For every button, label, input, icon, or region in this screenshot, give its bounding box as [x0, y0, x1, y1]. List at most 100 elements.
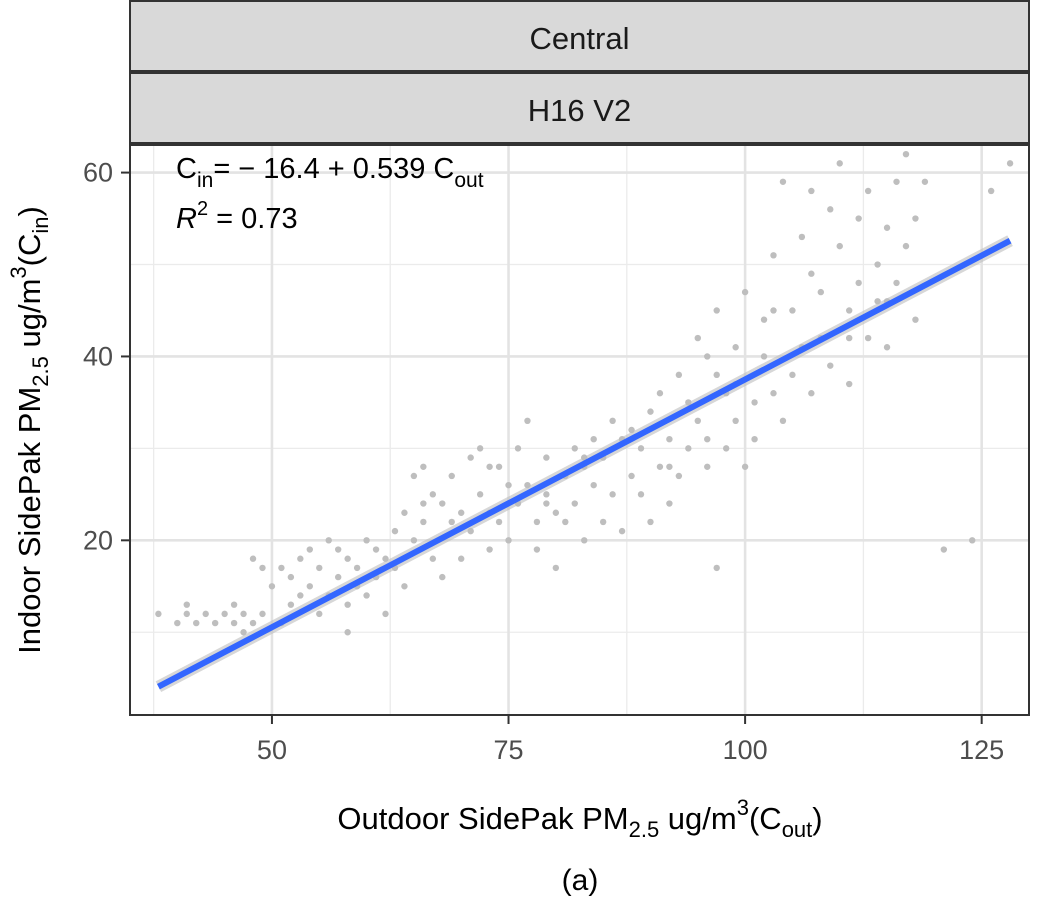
panel-border — [129, 144, 1030, 716]
data-point — [476, 491, 484, 498]
data-point — [249, 619, 257, 627]
y-axis-title: Indoor SidePak PM2.5 ug/m3(Cin) — [6, 206, 53, 654]
data-point — [552, 564, 560, 572]
y-tick-label: 20 — [83, 525, 113, 555]
data-point — [410, 537, 418, 544]
data-point — [921, 178, 929, 185]
data-point — [656, 390, 664, 397]
regression-equation: Cin= − 16.4 + 0.539 Cout — [176, 153, 484, 192]
data-point — [912, 215, 919, 222]
data-point — [902, 242, 910, 250]
data-point — [940, 546, 948, 553]
data-point — [827, 362, 834, 369]
data-point — [817, 288, 825, 296]
data-point — [316, 610, 323, 618]
data-point — [855, 279, 862, 287]
data-point — [864, 334, 872, 342]
data-point — [666, 500, 673, 507]
data-point — [155, 610, 162, 618]
data-point — [429, 491, 437, 498]
y-tick-label: 60 — [83, 158, 113, 188]
data-point — [836, 242, 843, 250]
data-point — [259, 610, 266, 618]
data-point — [779, 178, 787, 185]
data-point — [883, 224, 891, 231]
data-point — [268, 583, 276, 590]
data-point — [533, 546, 541, 553]
data-point — [448, 472, 455, 480]
data-point — [420, 500, 427, 507]
strip-bottom — [129, 72, 1030, 144]
data-point — [770, 307, 777, 314]
data-point — [297, 592, 304, 599]
data-point — [798, 233, 806, 241]
data-point — [420, 463, 427, 470]
data-point — [391, 527, 399, 535]
data-point — [637, 491, 645, 498]
data-point — [476, 445, 484, 452]
data-point — [420, 518, 427, 526]
data-point — [609, 491, 616, 498]
data-point — [722, 445, 730, 452]
r-squared-label: R2 = 0.73 — [176, 198, 298, 235]
data-point — [316, 564, 323, 572]
data-point — [675, 472, 683, 480]
data-point — [183, 601, 190, 608]
data-point — [401, 509, 408, 516]
data-point — [543, 491, 550, 498]
data-point — [704, 435, 711, 443]
data-point — [306, 583, 313, 590]
data-point — [458, 555, 465, 562]
data-point — [1006, 160, 1014, 167]
data-point — [581, 537, 588, 544]
data-point — [467, 454, 474, 461]
data-point — [647, 408, 654, 415]
data-point — [240, 610, 247, 618]
data-point — [770, 390, 777, 397]
data-point — [789, 371, 796, 379]
data-point — [552, 509, 560, 516]
data-point — [344, 555, 351, 562]
data-point — [827, 206, 834, 213]
x-tick-label: 100 — [723, 735, 768, 765]
data-point — [562, 518, 569, 526]
data-point — [287, 573, 295, 581]
data-point — [306, 546, 313, 553]
data-point — [590, 435, 597, 443]
data-point — [599, 518, 607, 526]
data-point — [382, 610, 389, 618]
data-point — [666, 435, 673, 443]
data-point — [808, 187, 815, 195]
data-point — [846, 380, 853, 388]
data-point — [760, 353, 768, 360]
data-point — [741, 288, 749, 296]
data-point — [193, 619, 200, 627]
data-point — [221, 610, 228, 618]
regression-line — [156, 238, 1012, 690]
data-point — [675, 371, 683, 379]
data-point — [533, 518, 541, 526]
data-point — [694, 417, 701, 425]
data-point — [372, 546, 380, 553]
data-point — [543, 454, 550, 461]
data-point — [505, 481, 512, 489]
y-tick-label: 40 — [83, 341, 113, 371]
data-point — [912, 316, 919, 323]
data-point — [808, 270, 815, 277]
data-point — [458, 509, 465, 516]
data-point — [987, 187, 995, 195]
data-point — [846, 307, 853, 314]
data-point — [836, 160, 843, 167]
data-point — [751, 435, 758, 443]
data-point — [751, 399, 758, 406]
data-point — [893, 279, 900, 287]
data-point — [656, 463, 664, 470]
x-tick-label: 75 — [494, 735, 524, 765]
data-point — [713, 564, 720, 572]
data-point — [505, 537, 512, 544]
data-point — [846, 334, 853, 342]
strip-top — [129, 0, 1030, 72]
data-point — [647, 518, 654, 526]
data-point — [694, 334, 701, 342]
data-point — [713, 307, 720, 314]
